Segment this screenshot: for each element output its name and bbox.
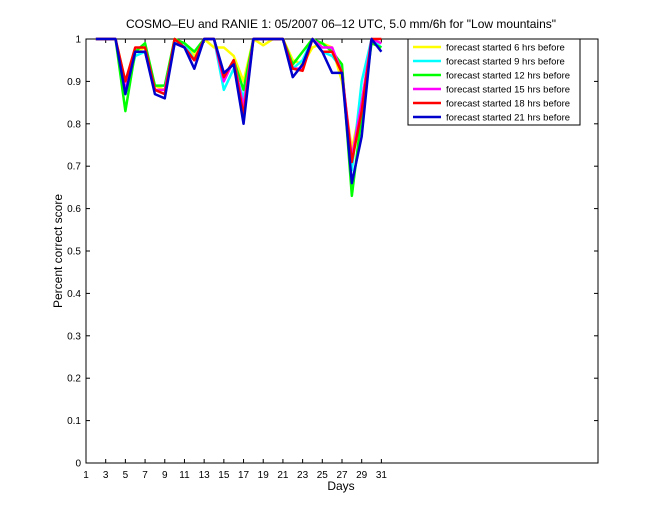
series-lines [95,37,383,198]
y-tick-label: 0.9 [67,77,81,88]
x-tick-label: 23 [297,470,309,481]
y-tick-label: 0 [75,459,81,470]
x-tick-label: 13 [199,470,211,481]
legend-label: forecast started 18 hrs before [446,99,570,110]
legend-label: forecast started 21 hrs before [446,113,570,124]
x-tick-label: 19 [258,470,270,481]
y-tick-label: 0.5 [67,247,81,258]
chart-title: COSMO–EU and RANIE 1: 05/2007 06–12 UTC,… [126,17,556,31]
x-tick-label: 29 [356,470,368,481]
x-tick-label: 17 [238,470,250,481]
y-tick-label: 0.7 [67,162,81,173]
x-tick-label: 5 [123,470,129,481]
x-tick-label: 1 [83,470,89,481]
y-axis-label: Percent correct score [51,194,65,308]
series-line [95,37,383,185]
x-tick-label: 9 [162,470,168,481]
x-axis-label: Days [327,479,354,493]
x-tick-label: 3 [103,470,109,481]
legend-label: forecast started 12 hrs before [446,71,570,82]
y-tick-label: 0.3 [67,331,81,342]
x-tick-label: 31 [376,470,388,481]
y-tick-label: 0.2 [67,374,81,385]
x-tick-label: 21 [277,470,289,481]
x-tick-label: 11 [179,470,190,481]
y-tick-label: 0.1 [67,416,81,427]
legend-label: forecast started 15 hrs before [446,85,570,96]
y-tick-label: 1 [75,35,81,46]
x-tick-label: 27 [336,470,348,481]
legend-label: forecast started 9 hrs before [446,57,565,68]
axis-ticks: 1 3 5 7 9 11 13 15 17 19 21 23 25 27 29 3100.10.20.30.4… [67,35,598,481]
y-tick-label: 0.4 [67,289,81,300]
legend-label: forecast started 6 hrs before [446,43,565,54]
y-tick-label: 0.8 [67,119,81,130]
legend-box [407,38,581,126]
legend: forecast started 6 hrs before forecast st… [407,38,581,126]
y-tick-label: 0.6 [67,204,81,215]
x-tick-label: 25 [317,470,329,481]
x-tick-label: 7 [142,470,148,481]
x-tick-label: 15 [218,470,230,481]
